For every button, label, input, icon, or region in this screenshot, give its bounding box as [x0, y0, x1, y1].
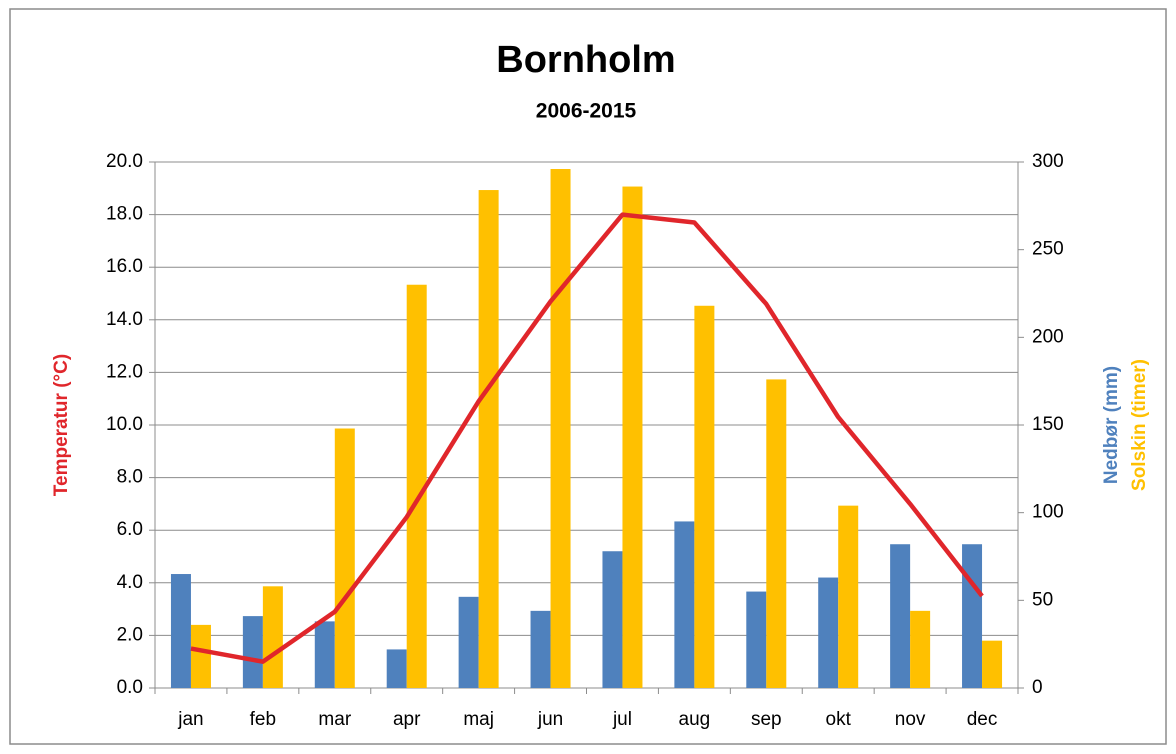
y-tick-label: 0.0 [117, 677, 143, 698]
line [190, 212, 984, 664]
x-tick-label: aug [679, 709, 711, 730]
bar [530, 610, 551, 688]
bar [694, 305, 715, 688]
y-tick-label: 12.0 [106, 361, 143, 382]
y-tick-label: 14.0 [106, 309, 143, 330]
y-tick-label: 2.0 [117, 624, 143, 645]
y2-axis-label: Nedbør (mm) [1101, 366, 1122, 484]
bar [838, 505, 859, 688]
bar [818, 577, 839, 688]
chart-title: Bornholm [496, 39, 675, 81]
y2-tick-label: 200 [1032, 326, 1064, 347]
y-tick-label: 4.0 [117, 572, 143, 593]
y-tick-label: 8.0 [117, 467, 143, 488]
x-tick-label: mar [318, 709, 351, 730]
bar [170, 574, 191, 688]
bar [746, 591, 767, 688]
x-tick-label: maj [463, 709, 494, 730]
bar [478, 190, 499, 688]
y2-axis-label: Solskin (timer) [1129, 359, 1150, 491]
bar [190, 624, 211, 688]
y-tick-label: 6.0 [117, 519, 143, 540]
bar [334, 428, 355, 688]
bar [982, 640, 1003, 688]
y2-tick-label: 100 [1032, 502, 1064, 523]
bar [766, 379, 787, 688]
bar [910, 610, 931, 688]
bar [314, 621, 335, 688]
bar [458, 596, 479, 688]
y2-tick-label: 0 [1032, 677, 1043, 698]
y2-tick-label: 50 [1032, 589, 1053, 610]
chart-subtitle: 2006-2015 [536, 100, 637, 123]
y-tick-label: 20.0 [106, 151, 143, 172]
x-tick-label: jun [537, 709, 563, 730]
x-tick-label: apr [393, 709, 421, 730]
y2-tick-label: 250 [1032, 239, 1064, 260]
bar [890, 544, 911, 688]
x-tick-label: jul [612, 709, 632, 730]
y2-tick-label: 300 [1032, 151, 1064, 172]
bar [406, 284, 427, 688]
bar [622, 186, 643, 688]
y-tick-label: 16.0 [106, 256, 143, 277]
bar [242, 616, 263, 688]
bar [550, 169, 571, 689]
y-tick-label: 18.0 [106, 204, 143, 225]
x-tick-label: feb [250, 709, 276, 730]
x-tick-label: jan [177, 709, 203, 730]
bar [962, 544, 983, 688]
x-tick-label: dec [967, 709, 998, 730]
y-tick-label: 10.0 [106, 414, 143, 435]
x-tick-label: okt [826, 709, 852, 730]
x-tick-label: sep [751, 709, 782, 730]
bar [674, 521, 695, 688]
bar [602, 551, 623, 688]
bar [386, 649, 407, 688]
y-axis-label: Temperatur (°C) [51, 354, 72, 496]
x-tick-label: nov [895, 709, 926, 730]
bar [262, 586, 283, 688]
y2-tick-label: 150 [1032, 414, 1064, 435]
